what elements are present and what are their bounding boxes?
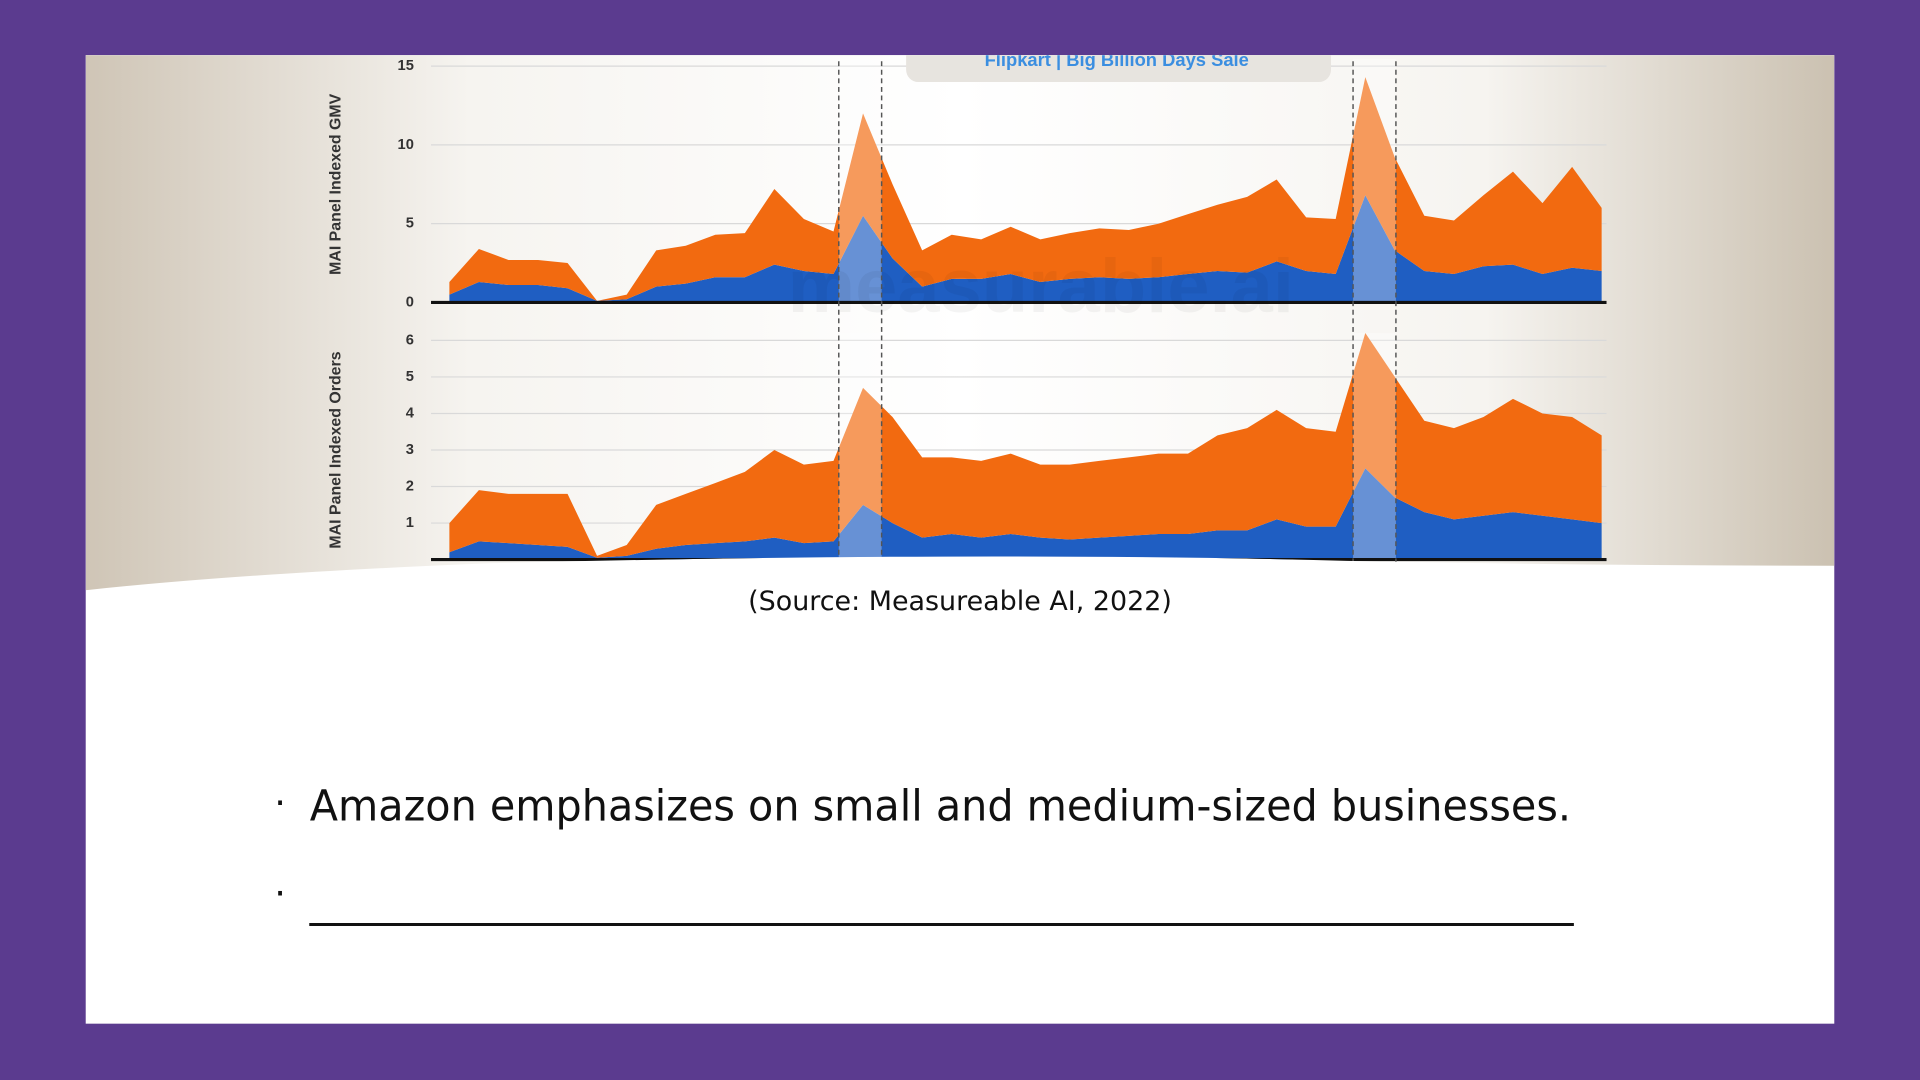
y-tick-label: 5: [406, 216, 414, 232]
highlight-band: [838, 333, 882, 560]
y-tick-label: 5: [406, 369, 414, 385]
bullet-dot: ·: [274, 872, 286, 915]
y-axis-label: MAI Panel Indexed Orders: [327, 351, 344, 548]
y-tick-label: 2: [406, 478, 414, 494]
highlight-band: [838, 58, 882, 303]
annotation-box: [906, 55, 1332, 83]
area: [449, 77, 1602, 301]
y-tick-label: 0: [406, 294, 414, 310]
bullet-text: ________________________________________…: [309, 877, 1574, 927]
y-tick-label: 10: [398, 137, 414, 153]
annotation: Flipkart | Big Billion Days Sale: [985, 49, 1249, 70]
y-tick-label: 3: [406, 442, 414, 458]
bullet-text: Amazon emphasizes on small and medium-si…: [310, 781, 1571, 831]
y-tick-label: 15: [398, 58, 414, 74]
caption: (Source: Measureable AI, 2022): [748, 586, 1172, 617]
bullet-dot: ·: [274, 782, 286, 825]
y-tick-label: 1: [406, 515, 414, 531]
area: [449, 195, 1602, 303]
highlight-band: [1353, 58, 1396, 303]
watermark: measurable.ai: [788, 244, 1294, 329]
y-tick-label: 4: [406, 405, 415, 421]
y-axis-label: MAI Panel Indexed GMV: [327, 93, 344, 275]
highlight-band: [1353, 333, 1396, 560]
area: [449, 333, 1602, 558]
y-tick-label: 6: [406, 332, 414, 348]
area: [449, 468, 1602, 560]
